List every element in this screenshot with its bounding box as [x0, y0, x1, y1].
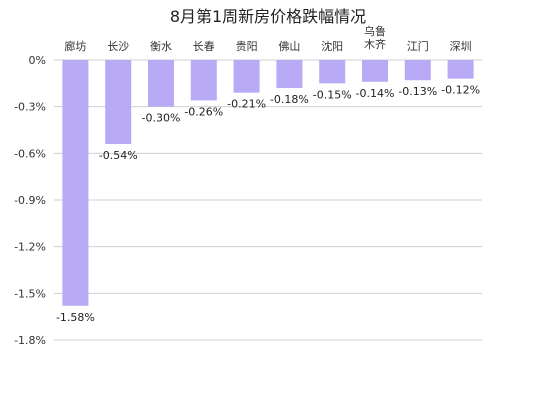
data-label: -0.15%	[313, 88, 352, 101]
y-tick-label: -1.5%	[14, 287, 46, 300]
bar	[404, 60, 431, 81]
bar	[190, 60, 217, 101]
bar	[447, 60, 474, 79]
category-label: 廊坊	[64, 39, 86, 53]
data-label: -0.21%	[227, 98, 266, 111]
category-label: 江门	[407, 39, 429, 53]
data-label: -0.26%	[184, 105, 223, 118]
bar	[233, 60, 260, 93]
y-tick-label: -0.6%	[14, 147, 46, 160]
data-label: -0.18%	[270, 93, 309, 106]
y-tick-label: -1.2%	[14, 241, 46, 254]
category-labels: 廊坊 长沙 衡水 长春 贵阳 佛山 沈阳 乌鲁木齐江门 深圳	[64, 24, 471, 53]
bars	[62, 60, 474, 306]
bar	[362, 60, 388, 82]
bar	[105, 60, 132, 144]
category-label: 乌鲁木齐	[364, 24, 386, 51]
category-label: 衡水	[150, 40, 172, 53]
bar	[319, 60, 346, 84]
y-tick-label: -1.8%	[14, 334, 46, 347]
data-label: -0.13%	[398, 85, 437, 98]
y-tick-label: -0.3%	[14, 101, 46, 114]
y-axis-tick-labels: 0% -0.3% -0.6% -0.9% -1.2% -1.5% -1.8%	[14, 54, 46, 347]
data-label: -1.58%	[56, 311, 95, 324]
category-label: 佛山	[278, 40, 300, 53]
data-label: -0.30%	[142, 112, 181, 125]
bar	[276, 60, 303, 88]
bar	[62, 60, 89, 306]
y-tick-label: -0.9%	[14, 194, 46, 207]
bar	[148, 60, 174, 107]
chart-title: 8月第1周新房价格跌幅情况	[170, 7, 366, 26]
data-label: -0.12%	[441, 84, 480, 97]
category-label: 长春	[193, 40, 215, 53]
category-label: 贵阳	[236, 40, 258, 53]
data-label: -0.14%	[356, 87, 395, 100]
data-label: -0.54%	[99, 149, 138, 162]
category-label: 深圳	[450, 40, 472, 53]
y-tick-label: 0%	[29, 54, 46, 67]
data-labels: -1.58% -0.54% -0.30% -0.26% -0.21% -0.18% -0.1…	[56, 84, 480, 324]
category-label: 沈阳	[321, 39, 343, 53]
category-label: 长沙	[107, 40, 129, 53]
